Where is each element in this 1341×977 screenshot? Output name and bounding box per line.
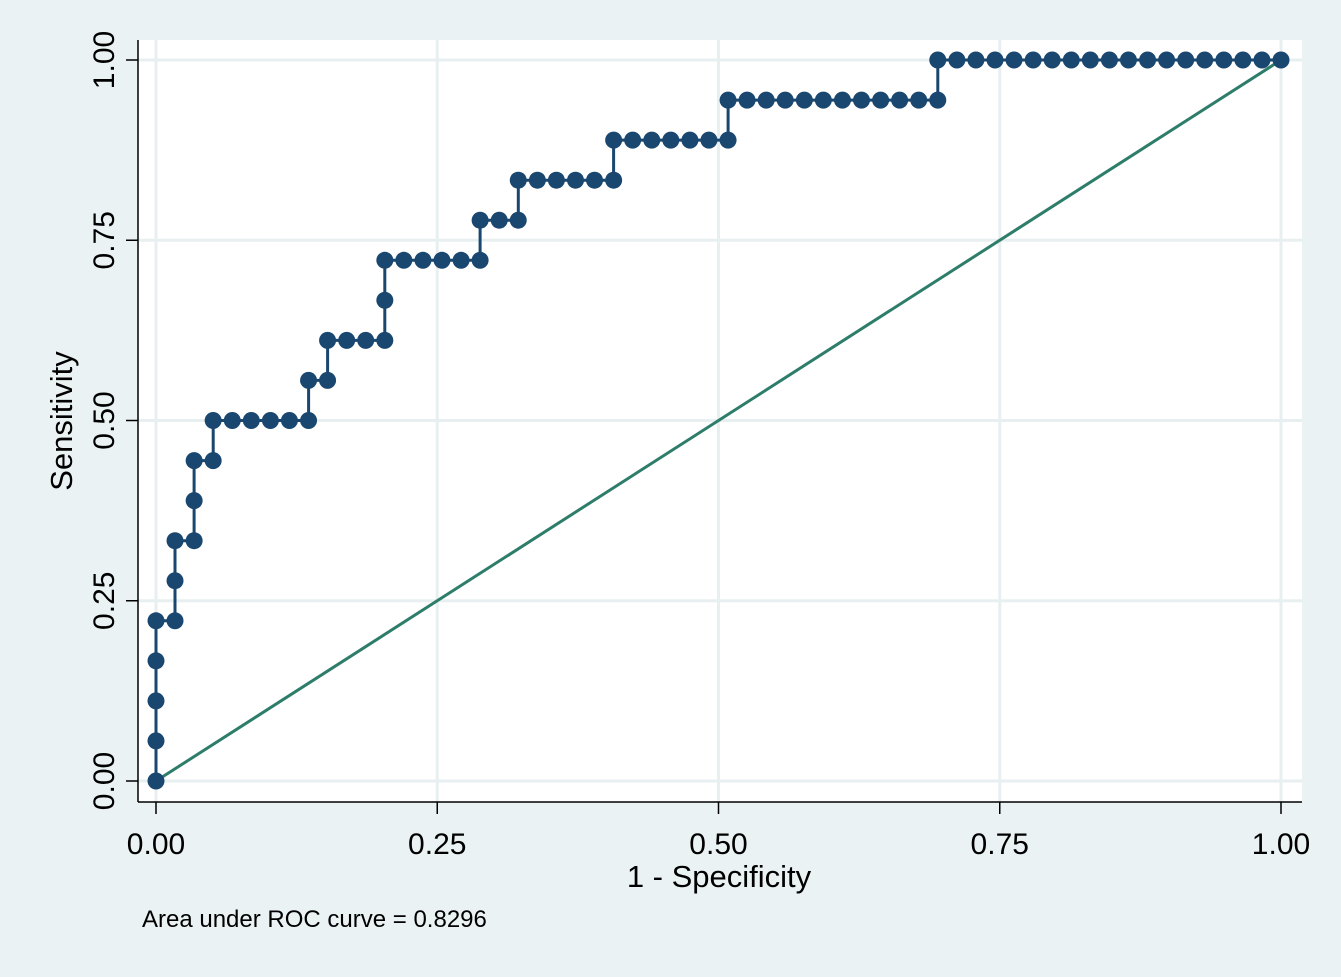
- roc-point: [700, 131, 718, 149]
- x-tick-label: 0.25: [408, 828, 466, 861]
- y-tick-label: 1.00: [88, 31, 121, 89]
- roc-point: [147, 652, 165, 670]
- roc-point: [929, 51, 947, 69]
- roc-point: [147, 692, 165, 710]
- roc-point: [1196, 51, 1214, 69]
- roc-point: [948, 51, 966, 69]
- roc-point: [509, 211, 527, 229]
- roc-point: [300, 412, 318, 429]
- reference-line-layer: [155, 58, 1282, 783]
- roc-point: [1215, 51, 1233, 69]
- roc-point: [1158, 51, 1176, 69]
- roc-point: [223, 412, 241, 429]
- roc-point: [586, 171, 604, 189]
- roc-point: [986, 51, 1004, 69]
- roc-point: [185, 492, 203, 510]
- roc-point: [1119, 51, 1137, 69]
- roc-point: [471, 251, 489, 269]
- x-tick-label: 0.00: [127, 828, 185, 861]
- roc-point: [433, 251, 451, 269]
- axes: [126, 40, 1302, 814]
- x-tick-label: 0.75: [971, 828, 1029, 861]
- roc-point: [147, 732, 165, 750]
- roc-point: [300, 371, 318, 389]
- roc-point: [852, 91, 870, 109]
- roc-point: [242, 412, 260, 429]
- x-tick-label: 1.00: [1252, 828, 1310, 861]
- roc-point: [738, 91, 756, 109]
- roc-point: [719, 131, 737, 149]
- roc-point: [1043, 51, 1061, 69]
- roc-point: [547, 171, 565, 189]
- roc-point: [204, 452, 222, 470]
- roc-point: [776, 91, 794, 109]
- roc-point: [147, 612, 165, 630]
- roc-point: [261, 412, 279, 429]
- roc-point: [1234, 51, 1252, 69]
- x-axis-title: 1 - Specificity: [627, 859, 812, 894]
- roc-point: [1024, 51, 1042, 69]
- roc-point: [147, 772, 165, 790]
- roc-point: [166, 572, 184, 590]
- roc-point: [605, 171, 623, 189]
- roc-point: [280, 412, 298, 429]
- roc-point: [166, 532, 184, 550]
- tick-labels: 0.00 0.25 0.50 0.75 1.00 0.00 0.25 0.50 0.75 1.00: [88, 31, 1310, 861]
- roc-point: [1100, 51, 1118, 69]
- roc-point: [681, 131, 699, 149]
- roc-point: [490, 211, 508, 229]
- roc-point: [967, 51, 985, 69]
- roc-point: [319, 371, 337, 389]
- roc-point: [376, 331, 394, 349]
- roc-curve-layer: [147, 51, 1290, 790]
- roc-point: [414, 251, 432, 269]
- y-axis-title: Sensitivity: [44, 351, 79, 491]
- x-tick-label: 0.50: [689, 828, 747, 861]
- roc-point: [643, 131, 661, 149]
- roc-point: [1139, 51, 1157, 69]
- roc-point: [567, 171, 585, 189]
- roc-point: [338, 331, 356, 349]
- roc-point: [376, 291, 394, 309]
- roc-point: [929, 91, 947, 109]
- auc-note: Area under ROC curve = 0.8296: [142, 906, 487, 933]
- roc-point: [814, 91, 832, 109]
- roc-point: [509, 171, 527, 189]
- roc-point: [891, 91, 909, 109]
- roc-point: [833, 91, 851, 109]
- roc-point: [471, 211, 489, 229]
- roc-point: [795, 91, 813, 109]
- roc-point: [185, 532, 203, 550]
- roc-point: [1062, 51, 1080, 69]
- roc-point: [910, 91, 928, 109]
- roc-point: [185, 452, 203, 470]
- roc-point: [1005, 51, 1023, 69]
- y-tick-label: 0.00: [88, 752, 121, 810]
- reference-diagonal-line: [155, 58, 1282, 783]
- roc-point: [1253, 51, 1271, 69]
- roc-point: [1081, 51, 1099, 69]
- roc-point: [872, 91, 890, 109]
- roc-point: [166, 612, 184, 630]
- roc-point: [605, 131, 623, 149]
- roc-point: [528, 171, 546, 189]
- roc-point: [662, 131, 680, 149]
- roc-point: [204, 412, 222, 429]
- roc-point: [395, 251, 413, 269]
- y-tick-label: 0.50: [88, 391, 121, 449]
- roc-point: [719, 91, 737, 109]
- y-tick-label: 0.25: [88, 572, 121, 630]
- roc-point: [624, 131, 642, 149]
- roc-point: [1177, 51, 1195, 69]
- roc-point: [357, 331, 375, 349]
- roc-point: [376, 251, 394, 269]
- roc-point: [319, 331, 337, 349]
- roc-point: [452, 251, 470, 269]
- roc-point: [1272, 51, 1290, 69]
- y-tick-label: 0.75: [88, 211, 121, 269]
- roc-point: [757, 91, 775, 109]
